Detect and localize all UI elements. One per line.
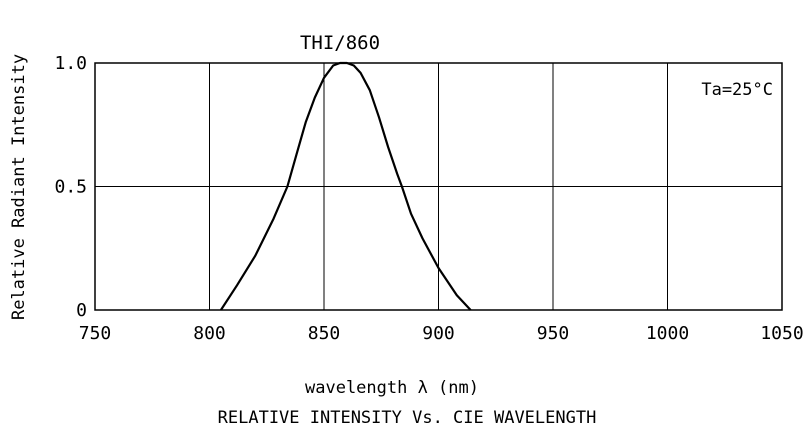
x-tick-label: 850 xyxy=(308,323,341,344)
x-axis-label: wavelength λ (nm) xyxy=(305,378,479,398)
x-tick-label: 900 xyxy=(422,323,455,344)
chart-title: THI/860 xyxy=(300,32,380,54)
x-tick-label: 950 xyxy=(537,323,570,344)
y-axis-ticks: 0 0.5 1.0 xyxy=(54,53,87,321)
x-tick-label: 1050 xyxy=(760,323,803,344)
x-tick-label: 800 xyxy=(193,323,226,344)
grid xyxy=(95,63,782,310)
y-tick-label: 0 xyxy=(76,300,87,321)
chart-caption: RELATIVE INTENSITY Vs. CIE WAVELENGTH xyxy=(218,408,597,428)
y-axis-label: Relative Radiant Intensity xyxy=(9,54,29,320)
x-tick-label: 750 xyxy=(79,323,112,344)
x-tick-label: 1000 xyxy=(646,323,689,344)
temperature-annotation: Ta=25°C xyxy=(701,80,773,100)
y-tick-label: 0.5 xyxy=(54,177,87,198)
plot-frame xyxy=(94,62,783,311)
spectrum-curve xyxy=(219,61,472,311)
x-axis-ticks: 750 800 850 900 950 1000 1050 xyxy=(79,323,804,344)
curve-layer xyxy=(219,61,472,311)
y-tick-label: 1.0 xyxy=(54,53,87,74)
